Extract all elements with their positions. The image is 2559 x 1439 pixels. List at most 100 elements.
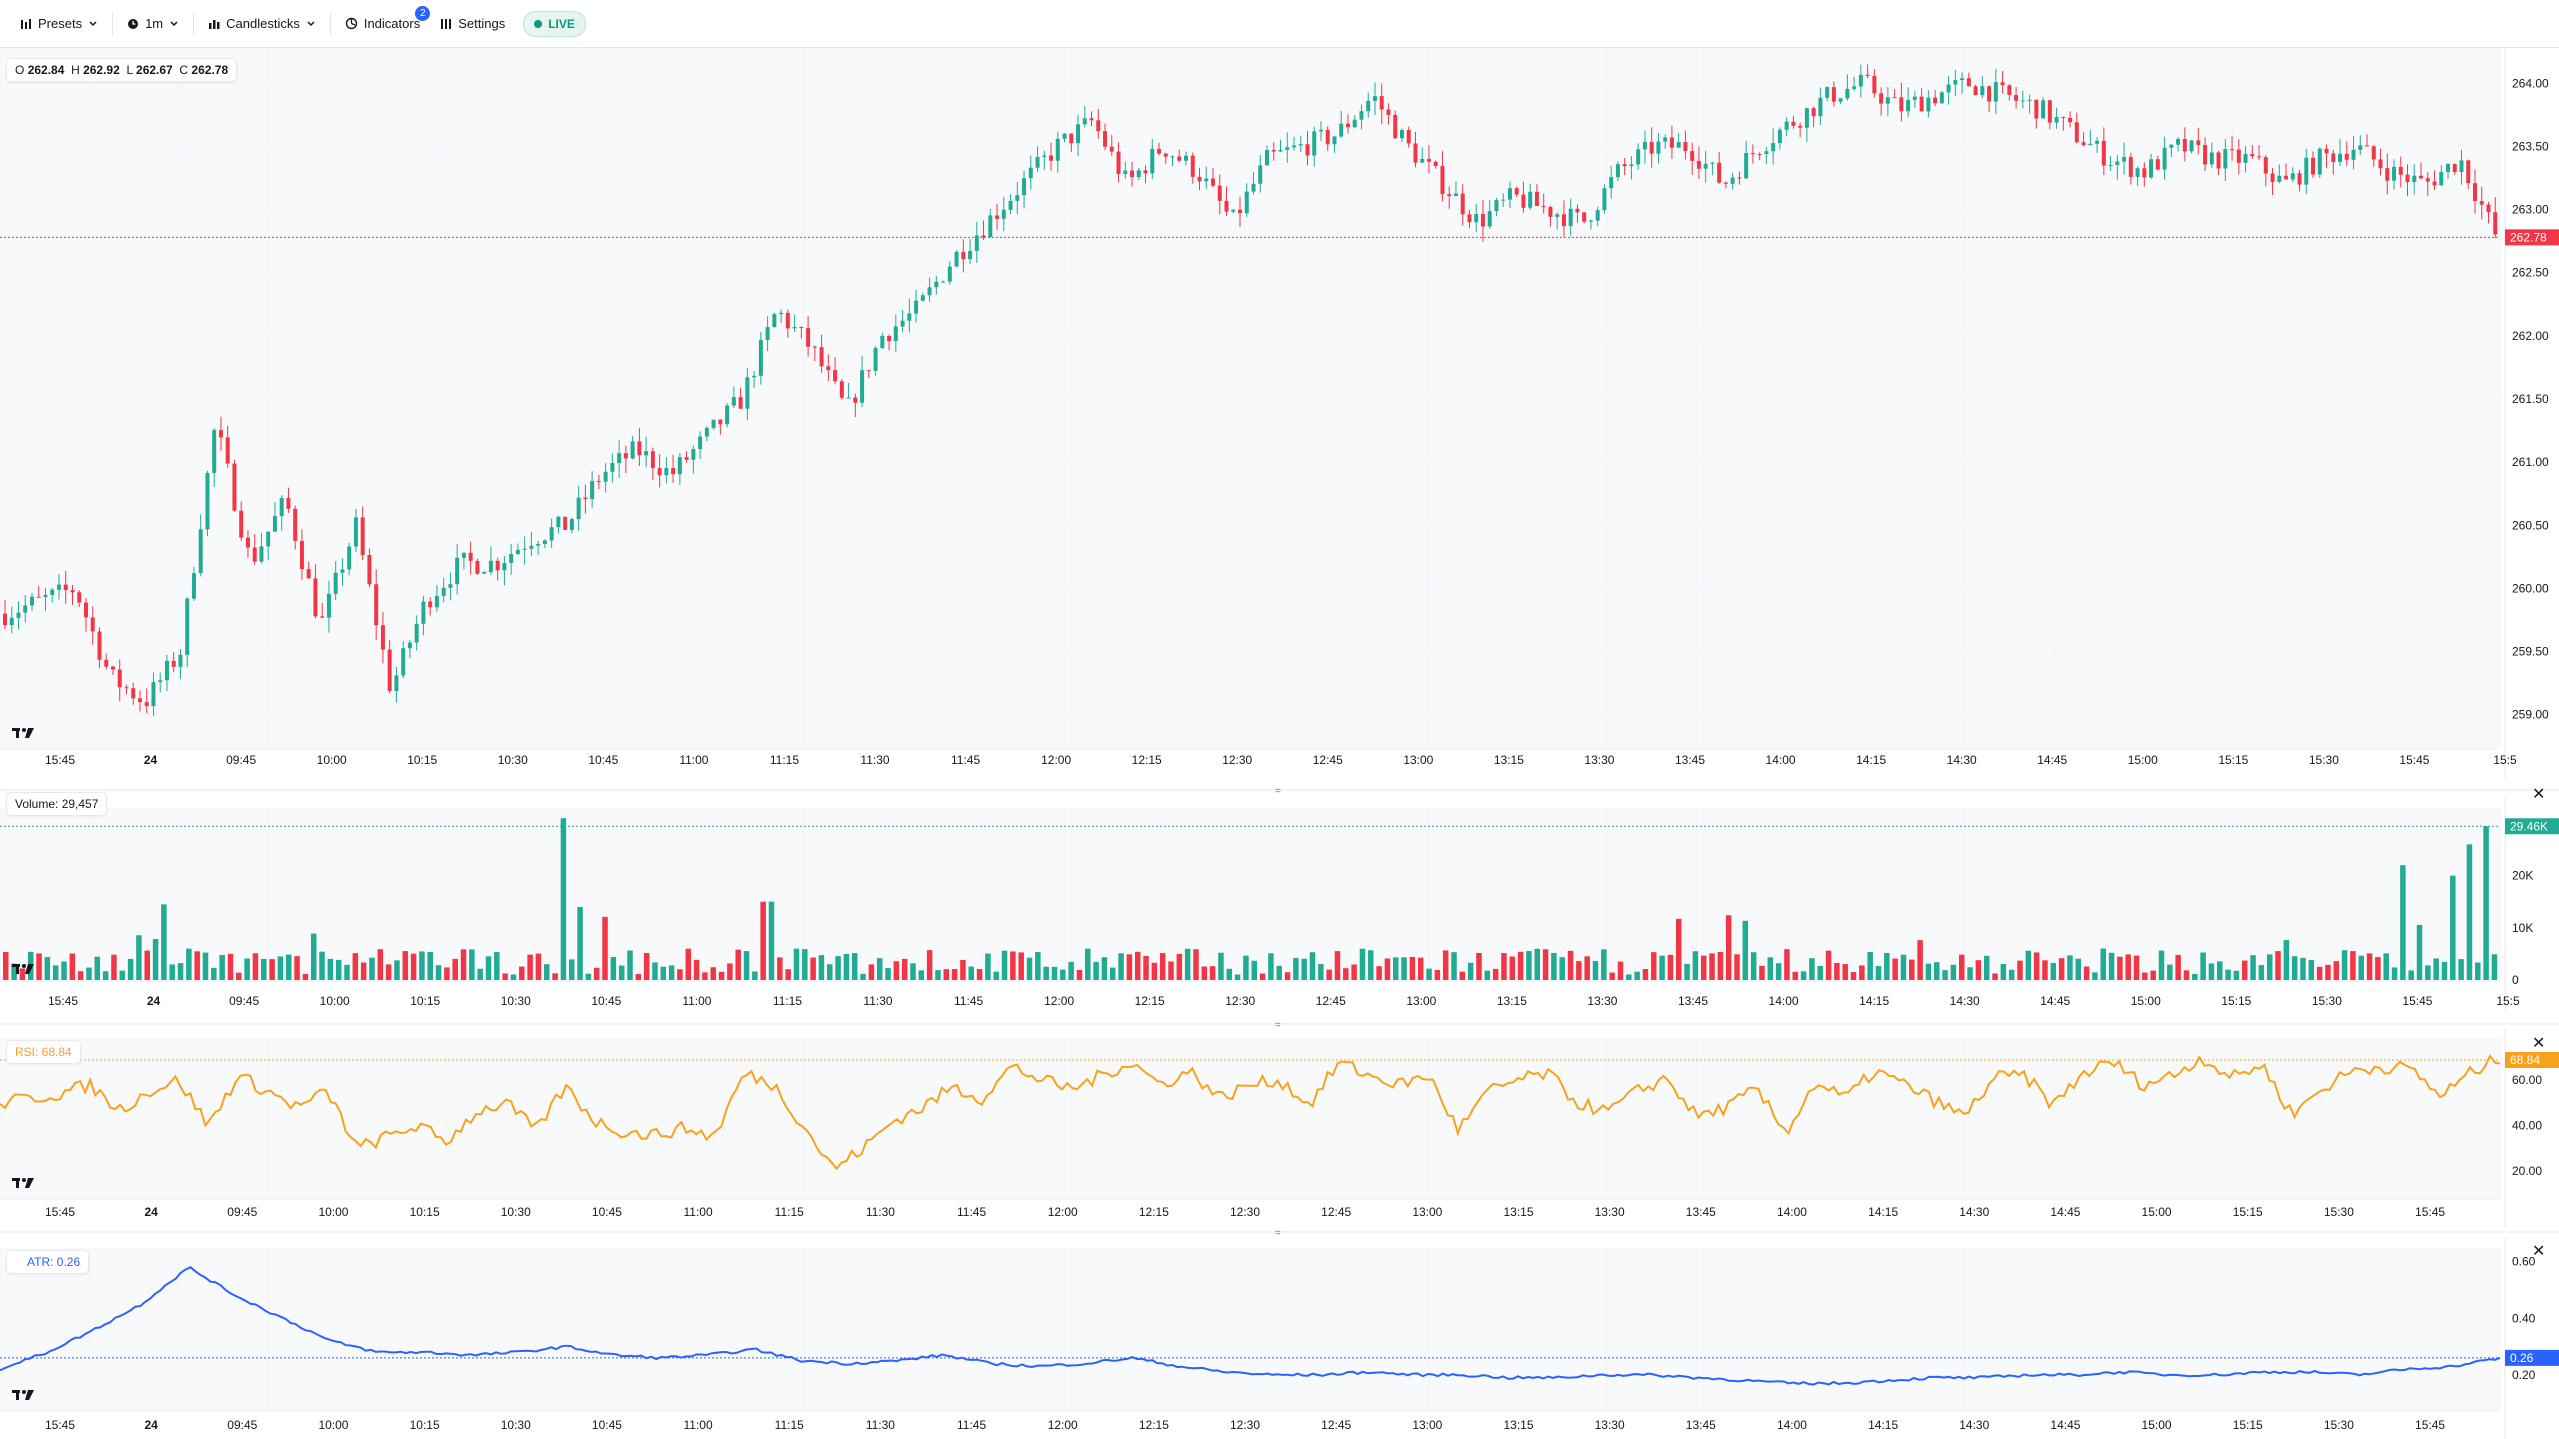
time-axis-label: 14:45 <box>2040 994 2070 1008</box>
candle <box>2034 99 2039 119</box>
volume-bar <box>2092 972 2098 980</box>
candle <box>927 287 932 296</box>
candle <box>1528 191 1533 208</box>
candle <box>1966 78 1971 87</box>
price-axis-label: 259.50 <box>2512 645 2549 659</box>
volume-legend: Volume: 29,457 <box>6 792 108 816</box>
candle <box>2074 122 2079 143</box>
candle <box>1042 155 1047 157</box>
close-volume-pane-icon[interactable]: ✕ <box>2532 786 2546 803</box>
last-volume-label-bg <box>2505 818 2559 835</box>
time-axis-label: 14:45 <box>2050 1418 2080 1432</box>
candle <box>995 215 1000 219</box>
time-axis-label: 11:30 <box>863 994 892 1008</box>
time-axis-label: 13:30 <box>1595 1205 1625 1219</box>
candle <box>212 430 217 474</box>
volume-bar <box>1343 968 1349 980</box>
presets-button[interactable]: Presets <box>10 9 108 39</box>
time-axis-label: 14:15 <box>1856 753 1886 767</box>
volume-bar <box>1775 963 1782 980</box>
rsi-line <box>0 1054 2501 1171</box>
volume-bar <box>777 957 783 980</box>
volume-bar <box>985 953 991 980</box>
candle <box>1764 151 1769 155</box>
settings-button[interactable]: Settings <box>430 9 515 39</box>
time-axis-label: 13:45 <box>1675 753 1705 767</box>
candle <box>752 375 757 378</box>
candle <box>29 596 34 606</box>
candle <box>2425 178 2430 182</box>
candle <box>245 537 250 548</box>
candle <box>1804 108 1809 128</box>
close-atr-pane-icon[interactable]: ✕ <box>2532 1243 2546 1260</box>
candle <box>16 612 21 618</box>
low-value: 262.67 <box>136 63 173 77</box>
candle <box>2189 140 2194 152</box>
volume-bar <box>261 958 267 980</box>
time-axis-label: 10:45 <box>591 994 621 1008</box>
candle <box>1926 97 1931 112</box>
volume-bar <box>2341 950 2348 980</box>
candle <box>1858 74 1863 87</box>
candle <box>1211 178 1216 186</box>
time-axis-label: 12:15 <box>1139 1418 1169 1432</box>
candle <box>1197 176 1202 182</box>
volume-bar <box>1284 972 1291 980</box>
candle <box>1474 213 1479 223</box>
volume-bar <box>344 964 350 980</box>
candle <box>772 314 777 328</box>
candle <box>1548 206 1553 217</box>
price-axis-label: 262.00 <box>2512 329 2549 343</box>
chart-type-button[interactable]: Candlesticks <box>198 9 326 39</box>
candle <box>846 397 851 399</box>
indicators-button[interactable]: Indicators 2 <box>335 5 431 39</box>
volume-bar <box>1509 956 1516 980</box>
time-axis-label: 10:30 <box>501 1205 531 1219</box>
interval-button[interactable]: 1m <box>117 9 189 39</box>
volume-bar <box>1526 951 1532 980</box>
candle <box>1615 164 1620 178</box>
candle <box>2392 166 2397 181</box>
last-price-label-bg <box>2505 229 2559 246</box>
time-axis-label: 14:30 <box>1947 753 1977 767</box>
time-axis-label: 11:00 <box>682 994 711 1008</box>
volume-bar <box>2283 940 2290 980</box>
candle <box>1919 96 1924 112</box>
volume-bar <box>227 953 234 980</box>
volume-bar <box>1060 969 1066 980</box>
close-rsi-pane-icon[interactable]: ✕ <box>2532 1035 2546 1052</box>
chevron-down-icon <box>88 19 98 29</box>
candle <box>2169 144 2174 148</box>
time-axis-label: 11:15 <box>773 994 802 1008</box>
candle <box>691 449 696 460</box>
candle <box>1629 164 1634 167</box>
indicators-label: Indicators <box>363 16 421 31</box>
volume-bar <box>1767 957 1774 980</box>
time-axis-label: 15:5 <box>2493 753 2517 767</box>
time-axis-label: 14:45 <box>2050 1205 2080 1219</box>
candle <box>758 340 763 376</box>
candle <box>2351 149 2356 160</box>
candle <box>1865 74 1870 76</box>
candle <box>36 596 41 598</box>
atr-last-label: 0.26 <box>2510 1351 2534 1365</box>
indicator-icon <box>345 17 358 30</box>
volume-bar <box>1076 970 1083 980</box>
candle <box>853 397 858 403</box>
candle <box>2371 146 2376 160</box>
volume-bar <box>893 961 900 980</box>
candle <box>1291 145 1296 148</box>
candle <box>2466 160 2471 184</box>
candle <box>1453 193 1458 197</box>
volume-bar <box>252 953 259 980</box>
volume-bar <box>743 951 750 980</box>
volume-bar <box>277 956 284 980</box>
chart-canvas[interactable]: = = = 15:45 24 09:45 10:00 10:15 10:30 10:45 11:00… <box>0 48 2559 1439</box>
volume-bar <box>935 970 941 980</box>
volume-bar <box>1318 964 1324 980</box>
candle <box>2230 149 2235 151</box>
volume-bar <box>2358 955 2365 980</box>
volume-bar <box>469 949 475 980</box>
volume-bar <box>2050 963 2057 980</box>
volume-bar <box>1068 961 1074 980</box>
